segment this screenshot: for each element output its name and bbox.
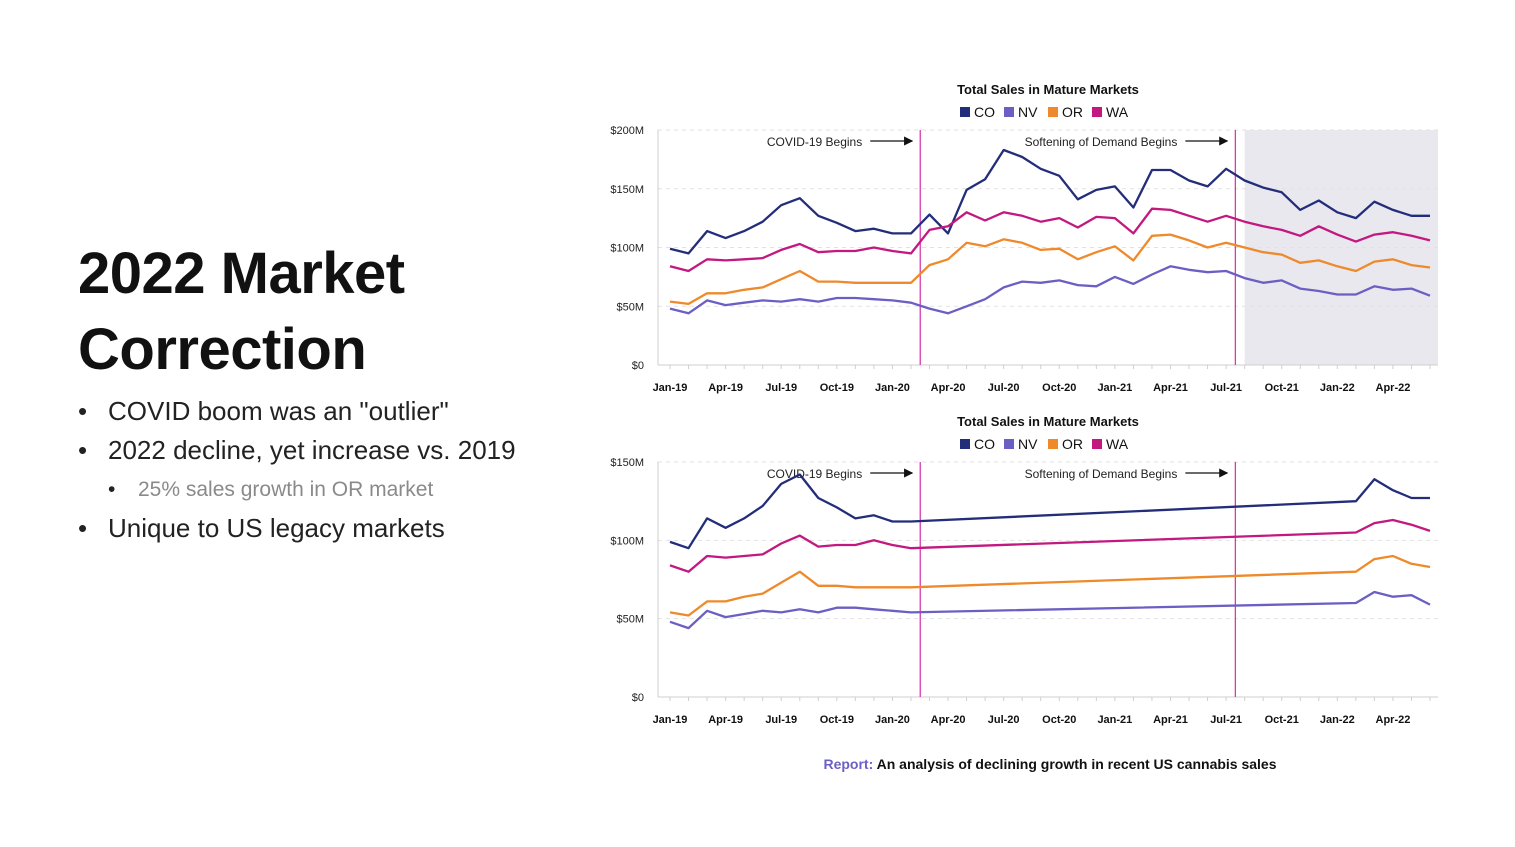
legend-label-co: CO	[974, 436, 995, 452]
legend-label-or: OR	[1062, 104, 1083, 120]
x-tick-label: Jul-20	[988, 714, 1020, 726]
x-tick-label: Oct-21	[1265, 714, 1299, 726]
legend-label-or: OR	[1062, 436, 1083, 452]
y-tick-label: $100M	[610, 243, 644, 255]
x-tick-label: Jan-20	[875, 382, 910, 394]
x-tick-label: Jul-21	[1210, 382, 1242, 394]
chart-title: Total Sales in Mature Markets	[957, 82, 1139, 97]
bullet-list: COVID boom was an "outlier" 2022 decline…	[78, 392, 598, 548]
legend-swatch-wa	[1092, 439, 1102, 449]
series-line-wa	[669, 518, 1431, 573]
sub-bullet-item: 25% sales growth in OR market	[78, 470, 598, 509]
bullet-item: Unique to US legacy markets	[78, 509, 598, 548]
series-line-co	[669, 148, 1430, 255]
x-tick-label: Jan-21	[1097, 382, 1132, 394]
x-tick-label: Apr-19	[708, 382, 743, 394]
chart-title: Total Sales in Mature Markets	[957, 414, 1139, 429]
x-tick-label: Jan-19	[653, 714, 688, 726]
legend-label-nv: NV	[1018, 436, 1038, 452]
series-line-nv	[669, 590, 1431, 630]
legend-label-co: CO	[974, 104, 995, 120]
slide-title: 2022 Market Correction	[78, 236, 538, 388]
series-line-co	[669, 473, 1430, 550]
bullet-item: COVID boom was an "outlier"	[78, 392, 598, 431]
y-tick-label: $100M	[610, 535, 644, 547]
x-tick-label: Jan-21	[1097, 714, 1132, 726]
line-chart-total-sales-interpolated: $0 $50M $100M $150M Jan-19 Apr-19 Jul-19 Oct-19…	[610, 414, 1438, 726]
x-tick-label: Jan-19	[653, 382, 688, 394]
annotation-label: Softening of Demand Begins	[1025, 135, 1178, 149]
y-tick-label: $0	[632, 360, 644, 372]
x-tick-label: Jan-22	[1320, 382, 1355, 394]
x-tick-label: Jan-22	[1320, 714, 1355, 726]
legend-swatch-or	[1048, 439, 1058, 449]
legend-swatch-or	[1048, 107, 1058, 117]
y-tick-label: $50M	[616, 301, 644, 313]
bullet-item: 2022 decline, yet increase vs. 2019	[78, 431, 598, 470]
x-tick-label: Apr-21	[1153, 714, 1188, 726]
series-line-wa	[669, 207, 1431, 273]
y-tick-label: $200M	[610, 125, 644, 137]
y-tick-label: $50M	[616, 614, 644, 626]
x-tick-label: Apr-22	[1376, 382, 1411, 394]
series-line-or	[669, 554, 1431, 617]
legend-swatch-nv	[1004, 439, 1014, 449]
x-tick-label: Jul-19	[765, 382, 797, 394]
legend-swatch-co	[960, 107, 970, 117]
x-tick-label: Oct-20	[1042, 714, 1076, 726]
x-tick-label: Jul-21	[1210, 714, 1242, 726]
report-title: An analysis of declining growth in recen…	[876, 756, 1277, 772]
x-tick-label: Apr-20	[931, 382, 966, 394]
x-tick-label: Oct-21	[1265, 382, 1299, 394]
legend-label-nv: NV	[1018, 104, 1038, 120]
series-line-or	[669, 233, 1431, 306]
annotation-label: COVID-19 Begins	[767, 135, 862, 149]
annotation-label: Softening of Demand Begins	[1025, 467, 1178, 481]
x-tick-label: Apr-21	[1153, 382, 1188, 394]
legend-swatch-nv	[1004, 107, 1014, 117]
slide-title-line-2: Correction	[78, 317, 367, 382]
x-tick-label: Oct-20	[1042, 382, 1076, 394]
x-tick-label: Oct-19	[820, 714, 854, 726]
x-tick-label: Apr-19	[708, 714, 743, 726]
legend-swatch-co	[960, 439, 970, 449]
y-tick-label: $150M	[610, 457, 644, 469]
x-tick-label: Apr-20	[931, 714, 966, 726]
series-line-nv	[669, 265, 1431, 315]
report-footer: Report: An analysis of declining growth …	[600, 756, 1500, 772]
x-tick-label: Oct-19	[820, 382, 854, 394]
x-tick-label: Jul-20	[988, 382, 1020, 394]
report-label: Report:	[823, 756, 874, 772]
legend-label-wa: WA	[1106, 436, 1129, 452]
legend-swatch-wa	[1092, 107, 1102, 117]
legend-label-wa: WA	[1106, 104, 1129, 120]
x-tick-label: Jan-20	[875, 714, 910, 726]
line-chart-total-sales-full: $0 $50M $100M $150M $200M Jan-19 Apr-19 Jul-19 O…	[610, 82, 1438, 394]
annotation-label: COVID-19 Begins	[767, 467, 862, 481]
slide-title-line-1: 2022 Market	[78, 241, 405, 306]
x-tick-label: Apr-22	[1376, 714, 1411, 726]
x-tick-label: Jul-19	[765, 714, 797, 726]
y-tick-label: $150M	[610, 184, 644, 196]
y-tick-label: $0	[632, 692, 644, 704]
